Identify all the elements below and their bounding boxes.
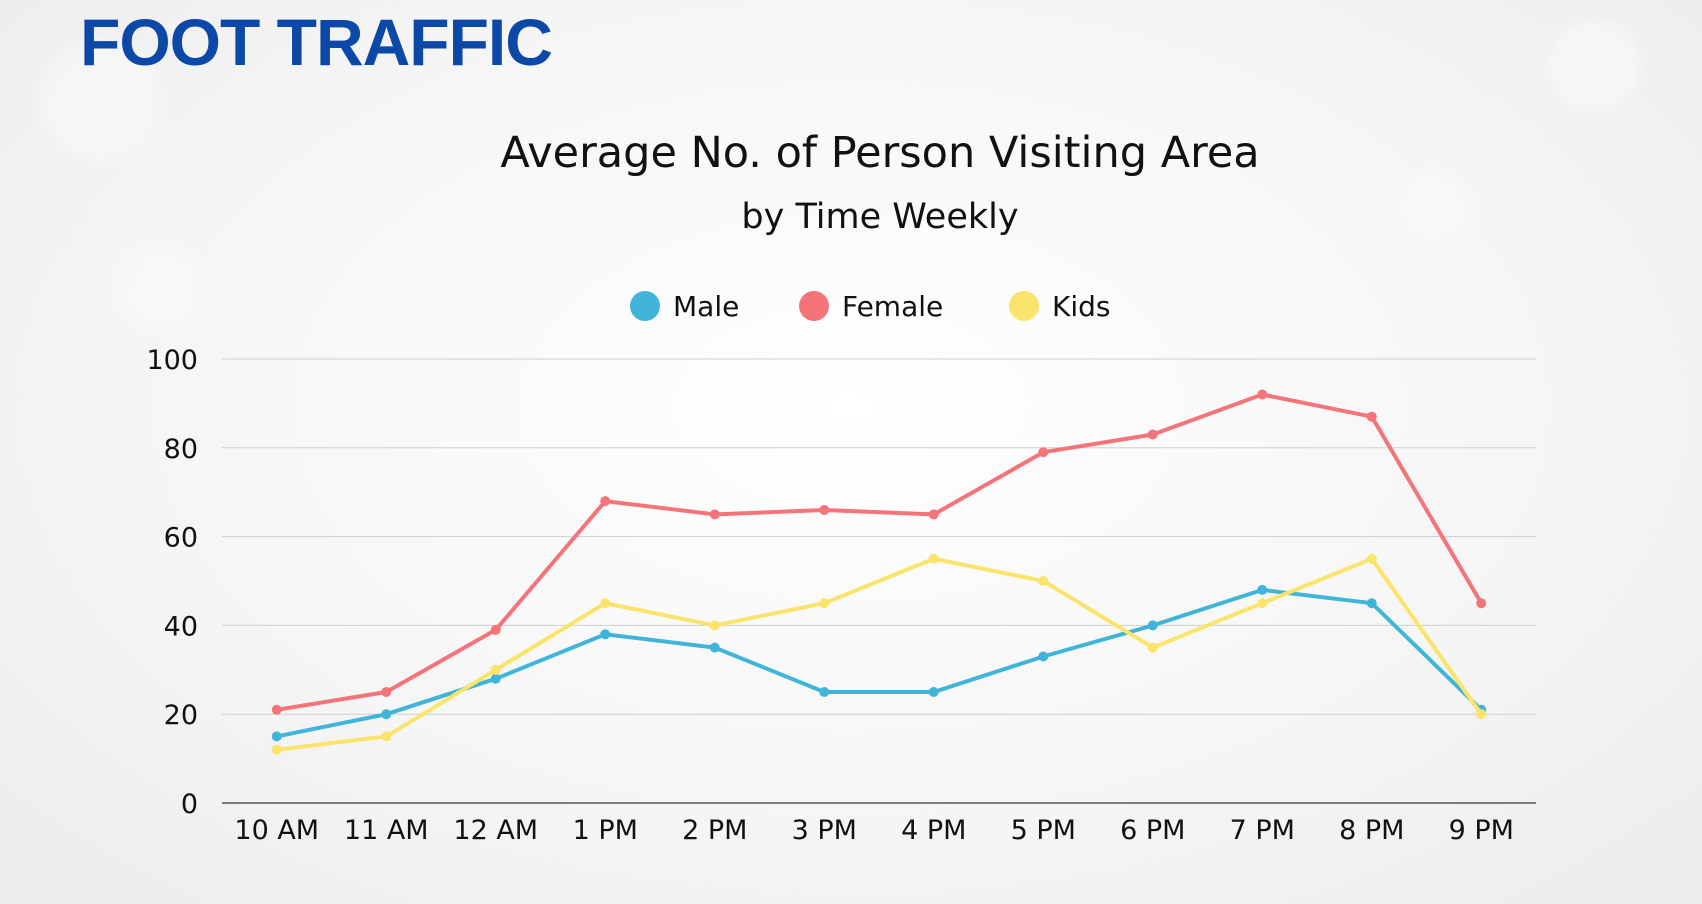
- y-tick-label: 60: [164, 523, 198, 554]
- data-point-female: [381, 687, 392, 697]
- data-point-female: [1366, 411, 1377, 422]
- data-point-female: [709, 509, 720, 520]
- data-point-male: [1366, 598, 1377, 609]
- x-tick-label: 9 PM: [1449, 815, 1514, 846]
- data-point-female: [600, 496, 611, 507]
- y-tick-label: 80: [164, 434, 198, 465]
- data-point-kids: [1147, 642, 1158, 653]
- data-point-kids: [1038, 576, 1049, 586]
- legend-label-male: Male: [673, 290, 739, 323]
- series-line-kids: [274, 556, 1484, 752]
- x-tick-label: 1 PM: [573, 815, 638, 846]
- data-point-female: [928, 509, 939, 520]
- data-point-male: [381, 709, 392, 720]
- data-point-female: [1038, 447, 1049, 458]
- data-point-female: [490, 624, 501, 635]
- data-point-male: [928, 687, 939, 697]
- x-tick-label: 7 PM: [1230, 815, 1295, 846]
- x-tick-label: 6 PM: [1120, 815, 1185, 846]
- y-tick-label: 40: [164, 611, 198, 642]
- x-tick-label: 3 PM: [792, 815, 857, 846]
- legend-swatch-kids: [1009, 291, 1039, 321]
- x-tick-label: 12 AM: [453, 815, 538, 846]
- data-point-male: [709, 642, 720, 653]
- data-point-female: [1476, 598, 1487, 609]
- x-tick-label: 5 PM: [1011, 815, 1076, 846]
- data-point-male: [1038, 651, 1049, 662]
- data-point-male: [490, 673, 501, 684]
- data-point-female: [1147, 429, 1158, 440]
- y-tick-label: 20: [164, 700, 198, 731]
- legend-swatch-female: [799, 291, 829, 321]
- series-line-female: [274, 392, 1484, 712]
- series-line-male: [274, 587, 1484, 739]
- y-tick-label: 100: [146, 345, 198, 376]
- y-tick-label: 0: [181, 789, 198, 820]
- legend-label-kids: Kids: [1052, 290, 1111, 323]
- data-point-female: [819, 504, 830, 515]
- x-tick-label: 4 PM: [901, 815, 966, 846]
- data-point-kids: [490, 664, 501, 675]
- data-point-male: [1257, 584, 1268, 595]
- x-tick-label: 10 AM: [234, 815, 319, 846]
- data-point-kids: [709, 620, 720, 631]
- data-point-kids: [1366, 553, 1377, 564]
- data-point-male: [271, 731, 282, 742]
- data-point-kids: [928, 553, 939, 564]
- x-tick-label: 11 AM: [344, 815, 429, 846]
- data-point-kids: [600, 598, 611, 609]
- chart-title: Average No. of Person Visiting Area: [500, 128, 1260, 178]
- data-point-female: [1257, 389, 1268, 400]
- page-title: FOOT TRAFFIC: [80, 5, 553, 79]
- data-point-kids: [381, 731, 392, 742]
- data-point-kids: [819, 598, 830, 609]
- data-point-kids: [1257, 598, 1268, 609]
- x-tick-label: 8 PM: [1339, 815, 1404, 846]
- data-point-male: [600, 629, 611, 640]
- x-tick-label: 2 PM: [682, 815, 747, 846]
- data-point-kids: [271, 744, 282, 755]
- data-point-male: [1147, 620, 1158, 631]
- chart-subtitle: by Time Weekly: [741, 197, 1019, 237]
- data-point-female: [271, 704, 282, 715]
- legend-label-female: Female: [842, 290, 943, 323]
- legend-swatch-male: [630, 291, 660, 321]
- data-point-kids: [1476, 709, 1487, 720]
- data-point-male: [819, 687, 830, 697]
